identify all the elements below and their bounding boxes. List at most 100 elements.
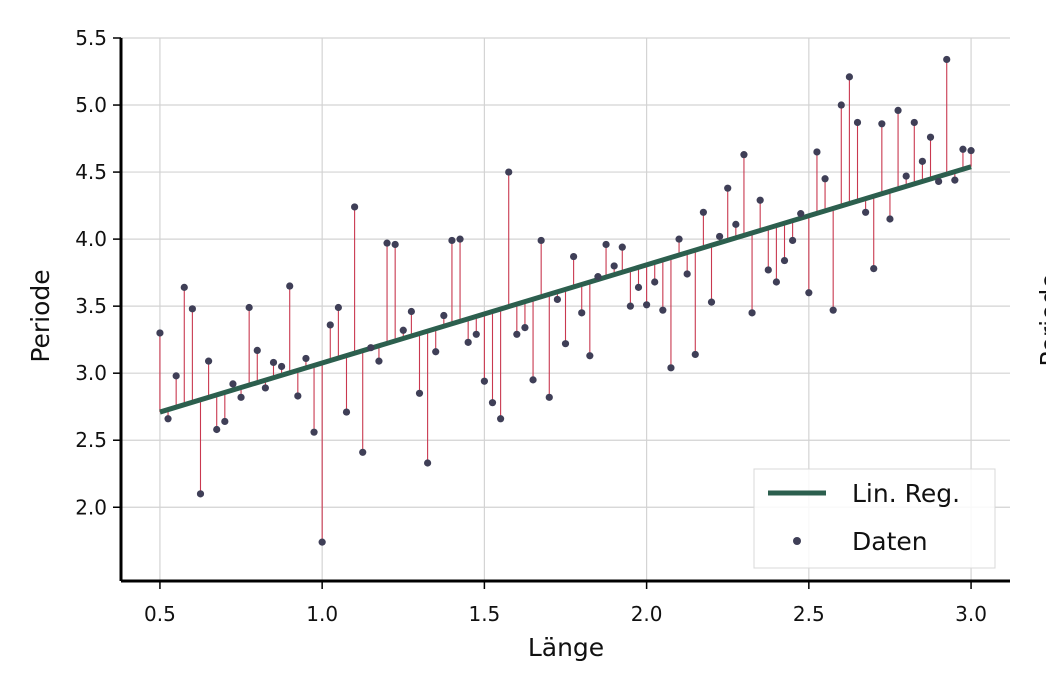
data-point (594, 273, 602, 281)
data-point (375, 357, 383, 365)
data-point (845, 73, 853, 81)
data-point (918, 157, 926, 165)
y-axis-label: Periode (26, 269, 55, 362)
data-point (480, 377, 488, 385)
data-point (829, 306, 837, 314)
regression-line (159, 164, 972, 415)
data-point (278, 362, 286, 371)
y-tick-label: 2.0 (75, 495, 107, 519)
data-point (407, 307, 415, 316)
data-point (634, 283, 643, 291)
data-point (853, 118, 862, 127)
data-point (561, 340, 570, 348)
data-point (878, 120, 886, 128)
data-point (748, 309, 756, 317)
y-tick-label: 4.0 (75, 227, 107, 251)
data-point (651, 278, 659, 286)
data-point (221, 417, 229, 426)
data-point (545, 393, 553, 401)
data-point (334, 303, 342, 312)
right-partial-axis-label: Periode (1035, 273, 1046, 366)
y-tick-label: 3.5 (75, 294, 107, 318)
data-point (626, 302, 634, 310)
data-point (294, 392, 302, 400)
data-point (367, 344, 375, 352)
data-point (399, 326, 407, 334)
data-point (440, 311, 448, 320)
data-point (253, 346, 261, 354)
legend-frame (753, 468, 996, 569)
residual-lines (159, 59, 972, 543)
data-point (310, 428, 318, 436)
data-point (724, 184, 732, 192)
y-tick-label: 5.5 (75, 26, 107, 50)
data-point (772, 278, 780, 286)
data-point (602, 240, 610, 249)
data-point (415, 389, 424, 397)
data-point (180, 283, 188, 291)
legend-data-swatch (793, 537, 801, 545)
legend: Lin. Reg. Daten (753, 468, 996, 569)
y-tick-label: 5.0 (75, 93, 107, 117)
data-point (667, 364, 675, 372)
data-point (521, 324, 529, 332)
data-point (497, 415, 505, 423)
axes: 0.5 1.0 1.5 2.0 2.5 3.0 2.0 2.5 3.0 3.5 4.0 4.5 5.0 5… (75, 26, 1010, 626)
data-point (172, 372, 180, 380)
regression-layer (159, 164, 972, 415)
data-point (261, 384, 269, 392)
data-point (286, 282, 294, 290)
x-tick-label: 3.0 (955, 602, 987, 626)
data-point (213, 425, 221, 434)
data-point (886, 215, 894, 223)
data-point (196, 490, 205, 498)
data-point (326, 321, 334, 329)
data-point (553, 295, 561, 304)
data-point (756, 196, 764, 204)
data-point (716, 232, 724, 241)
data-point (683, 270, 691, 278)
data-point (813, 148, 821, 156)
data-point (188, 305, 196, 313)
data-point (870, 265, 878, 273)
data-point (797, 210, 805, 218)
data-point (951, 176, 959, 184)
data-point (391, 240, 399, 249)
data-point (537, 236, 545, 245)
data-point (959, 145, 967, 153)
data-point (618, 243, 626, 251)
x-tick-label: 2.5 (793, 602, 825, 626)
data-point (245, 303, 253, 312)
data-point (740, 151, 748, 159)
data-point (383, 239, 391, 247)
data-point (269, 358, 278, 367)
data-point (586, 352, 594, 360)
data-point (691, 350, 699, 359)
y-tick-label: 4.5 (75, 160, 107, 184)
data-point (302, 354, 310, 363)
data-points (156, 55, 975, 546)
data-point (578, 309, 586, 317)
data-point (910, 118, 918, 127)
data-point (732, 220, 740, 228)
data-point (659, 306, 667, 314)
data-point (894, 106, 902, 114)
data-point (448, 236, 456, 245)
data-point (643, 301, 651, 309)
data-point (789, 236, 797, 245)
data-point (164, 415, 172, 423)
data-point (935, 177, 943, 186)
data-point (675, 235, 683, 243)
data-point (902, 172, 910, 180)
data-point (513, 330, 521, 338)
data-point (342, 408, 351, 416)
grid-layer (121, 37, 1010, 581)
data-point (926, 133, 935, 141)
x-tick-label: 1.0 (306, 602, 338, 626)
data-point (318, 538, 326, 546)
data-point (529, 376, 537, 384)
data-point (610, 262, 618, 270)
legend-regression-label: Lin. Reg. (852, 479, 960, 508)
data-point (205, 357, 213, 365)
